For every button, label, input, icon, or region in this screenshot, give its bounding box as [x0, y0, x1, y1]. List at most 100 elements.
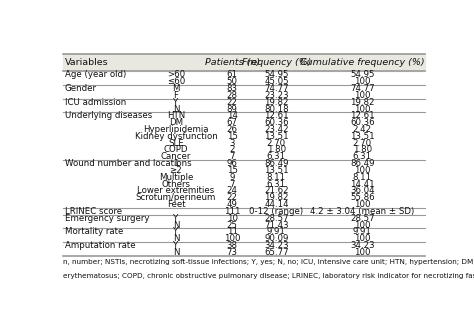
Text: 28.57: 28.57 [264, 214, 289, 223]
Text: erythematosus; COPD, chronic obstructive pulmonary disease; LRINEC, laboratory r: erythematosus; COPD, chronic obstructive… [63, 273, 474, 279]
Text: Scrotum/perineum: Scrotum/perineum [136, 193, 216, 202]
Text: 71.43: 71.43 [264, 220, 289, 230]
Text: Age (year old): Age (year old) [65, 70, 126, 79]
Bar [63, 54, 425, 72]
Text: Wound number and locations: Wound number and locations [65, 159, 191, 168]
Text: 15: 15 [227, 132, 237, 141]
Text: ≤60: ≤60 [167, 77, 185, 86]
Text: 8.11: 8.11 [267, 173, 286, 182]
Text: 100: 100 [354, 248, 371, 257]
Text: Cancer: Cancer [161, 152, 191, 161]
Text: 86.49: 86.49 [264, 159, 289, 168]
Text: HTN: HTN [167, 111, 185, 120]
Text: 28.57: 28.57 [350, 214, 374, 223]
Text: 100: 100 [354, 220, 371, 230]
Text: 1.80: 1.80 [353, 146, 372, 154]
Text: 9.91: 9.91 [267, 227, 286, 236]
Text: M: M [172, 84, 180, 93]
Text: 19.82: 19.82 [264, 98, 289, 107]
Text: Y: Y [173, 241, 179, 250]
Text: Hyperlipidemia: Hyperlipidemia [143, 125, 209, 134]
Text: 50: 50 [227, 77, 237, 86]
Text: n, number; NSTIs, necrotizing soft-tissue infections; Y, yes; N, no; ICU, intens: n, number; NSTIs, necrotizing soft-tissu… [63, 259, 474, 265]
Text: 100: 100 [224, 234, 240, 243]
Text: N: N [173, 220, 179, 230]
Text: ICU admission: ICU admission [65, 98, 126, 107]
Text: SLE: SLE [168, 139, 184, 148]
Text: 10: 10 [227, 214, 237, 223]
Text: 2.42: 2.42 [353, 125, 372, 134]
Text: 6.31: 6.31 [353, 152, 372, 161]
Text: 14: 14 [227, 111, 237, 120]
Text: 15: 15 [227, 166, 237, 175]
Text: 12.61: 12.61 [350, 111, 374, 120]
Text: 44.14: 44.14 [264, 200, 289, 209]
Text: DM: DM [169, 118, 183, 127]
Text: 96: 96 [227, 159, 237, 168]
Text: 36.04: 36.04 [350, 186, 374, 196]
Text: 9.91: 9.91 [353, 227, 372, 236]
Text: 90.09: 90.09 [264, 234, 289, 243]
Text: Underlying diseases: Underlying diseases [65, 111, 152, 120]
Text: Frequency (%): Frequency (%) [242, 59, 311, 67]
Text: >60: >60 [167, 70, 185, 79]
Text: 24: 24 [227, 186, 237, 196]
Text: Multiple: Multiple [159, 173, 193, 182]
Text: 100: 100 [354, 166, 371, 175]
Text: 22: 22 [227, 98, 237, 107]
Text: Y: Y [173, 98, 179, 107]
Text: 38: 38 [227, 241, 237, 250]
Text: 100: 100 [354, 91, 371, 100]
Text: Y: Y [173, 214, 179, 223]
Text: 14.41: 14.41 [350, 180, 374, 189]
Text: 9: 9 [229, 173, 235, 182]
Text: 25: 25 [227, 220, 237, 230]
Text: 100: 100 [354, 105, 371, 113]
Text: 60.36: 60.36 [350, 118, 374, 127]
Text: N: N [173, 234, 179, 243]
Text: 23.42: 23.42 [264, 125, 289, 134]
Text: Feet: Feet [167, 200, 185, 209]
Text: 21.62: 21.62 [264, 186, 289, 196]
Text: 6.31: 6.31 [267, 180, 286, 189]
Text: 2: 2 [229, 146, 235, 154]
Text: 13.51: 13.51 [264, 132, 289, 141]
Text: Gender: Gender [65, 84, 97, 93]
Text: 83: 83 [227, 84, 237, 93]
Text: Cumulative frequency (%): Cumulative frequency (%) [300, 59, 425, 67]
Text: 4.2 ± 3.04 (mean ± SD): 4.2 ± 3.04 (mean ± SD) [310, 207, 414, 216]
Text: 2.70: 2.70 [353, 139, 372, 148]
Text: 28: 28 [227, 91, 237, 100]
Text: 73: 73 [227, 248, 237, 257]
Text: 7: 7 [229, 180, 235, 189]
Text: Mortality rate: Mortality rate [65, 227, 123, 236]
Text: 74.77: 74.77 [350, 84, 374, 93]
Text: 80.18: 80.18 [264, 105, 289, 113]
Text: 11: 11 [227, 227, 237, 236]
Text: 60.36: 60.36 [264, 118, 289, 127]
Text: 26: 26 [227, 125, 237, 134]
Text: 45.05: 45.05 [264, 77, 289, 86]
Text: 34.23: 34.23 [264, 241, 289, 250]
Text: 13.51: 13.51 [264, 166, 289, 175]
Text: COPD: COPD [164, 146, 188, 154]
Text: 13.51: 13.51 [350, 132, 374, 141]
Text: ≥2: ≥2 [170, 166, 182, 175]
Text: 19.82: 19.82 [350, 98, 374, 107]
Text: Lower extremities: Lower extremities [137, 186, 215, 196]
Text: N: N [173, 105, 179, 113]
Text: 100: 100 [354, 234, 371, 243]
Text: 65.77: 65.77 [264, 248, 289, 257]
Text: 8.11: 8.11 [353, 173, 372, 182]
Text: N: N [173, 248, 179, 257]
Text: 2.70: 2.70 [267, 139, 286, 148]
Text: 67: 67 [227, 118, 237, 127]
Text: 23.23: 23.23 [264, 91, 289, 100]
Text: F: F [173, 91, 179, 100]
Text: 0-12 (range): 0-12 (range) [249, 207, 303, 216]
Text: 74.77: 74.77 [264, 84, 289, 93]
Text: 19.82: 19.82 [264, 193, 289, 202]
Text: Others: Others [162, 180, 191, 189]
Text: 86.49: 86.49 [350, 159, 374, 168]
Text: 34.23: 34.23 [350, 241, 374, 250]
